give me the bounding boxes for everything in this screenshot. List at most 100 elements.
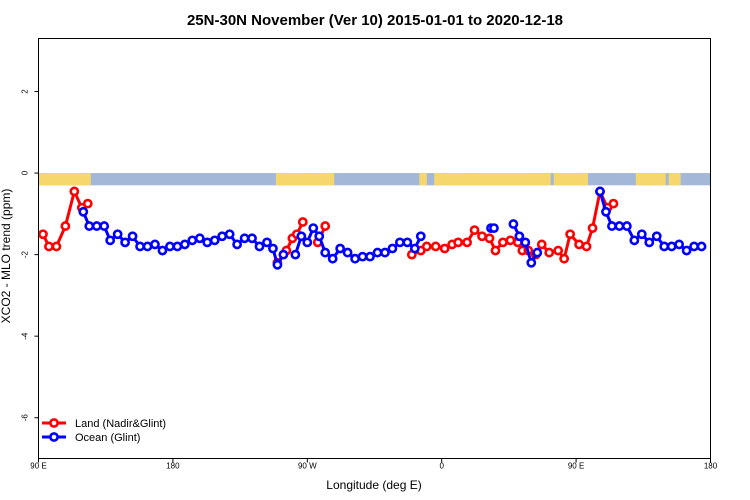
series-0-point-3-3: [430, 241, 441, 252]
series-1-point-0-28: [278, 249, 289, 260]
series-1-point-3-1: [514, 231, 525, 242]
series-1-point-0-16: [194, 233, 205, 244]
ocean-band: [38, 173, 711, 186]
series-1-point-0-19: [217, 231, 228, 242]
series-0-point-3-19: [544, 247, 555, 258]
series-layer: [38, 186, 707, 270]
series-0-point-3-10: [484, 233, 495, 244]
legend: Land (Nadir&Glint) Ocean (Glint): [42, 418, 166, 444]
land-band-6: [537, 173, 551, 186]
series-1-point-0-15: [187, 235, 198, 246]
series-0-point-0-3: [60, 221, 71, 231]
series-0-point-0-4: [69, 186, 80, 197]
series-0-point-3-11: [490, 245, 501, 256]
land-band-7: [553, 173, 589, 186]
series-0-point-3-24: [581, 241, 592, 252]
series-1-point-0-24: [254, 241, 265, 252]
series-1-point-4-13: [689, 241, 699, 252]
series-0-point-1-4: [297, 217, 308, 227]
series-1-point-0-21: [232, 239, 243, 250]
land-band-1: [275, 173, 327, 186]
y-tick-label-4: -6: [21, 414, 30, 422]
series-1-point-1-8: [342, 247, 353, 258]
series-1-point-4-14: [696, 241, 707, 252]
series-0-line-0: [41, 186, 89, 248]
series-1-point-0-7: [127, 231, 138, 242]
series-0-point-3-13: [505, 235, 516, 246]
series-1-point-0-25: [262, 237, 272, 248]
series-1-point-4-3: [614, 221, 625, 231]
series-1-point-0-12: [165, 241, 175, 252]
land-band-0: [38, 173, 91, 186]
series-0-point-2-1: [320, 221, 331, 231]
series-1-point-0-18: [209, 235, 220, 246]
series-1-point-0-8: [135, 241, 145, 252]
series-1-point-1-15: [394, 237, 405, 248]
series-1-point-0-4: [105, 235, 116, 246]
plot-frame: [38, 38, 711, 459]
series-1-point-1-12: [372, 247, 383, 258]
series-1-point-3-4: [532, 247, 543, 258]
series-1-point-0-9: [142, 241, 153, 252]
series-1-point-1-9: [350, 253, 360, 264]
y-tick-label-2: -2: [21, 251, 30, 259]
series-1-point-4-1: [601, 206, 611, 217]
series-1-point-4-7: [644, 237, 655, 248]
legend-marker-1: [49, 432, 59, 442]
series-1-point-4-5: [629, 235, 640, 246]
series-1-point-0-20: [224, 229, 235, 240]
series-0-point-3-25: [587, 223, 598, 234]
series-0-point-3-6: [453, 237, 464, 248]
x-tick-label-4: 90 E: [568, 462, 584, 471]
series-1-point-0-22: [239, 233, 250, 244]
land-ocean-mask: [38, 173, 711, 186]
series-1-point-1-1: [296, 231, 307, 242]
x-tick-label-0: 90 E: [30, 462, 46, 471]
series-1-point-0-23: [247, 233, 257, 244]
series-1-point-0-11: [157, 245, 168, 256]
series-0-point-3-22: [565, 229, 576, 240]
y-axis-title: XCO2 - MLO trend (ppm): [0, 189, 13, 324]
series-1-point-1-16: [402, 237, 413, 248]
series-1-point-0-14: [179, 239, 190, 250]
land-band-2: [319, 173, 335, 186]
series-1-point-3-2: [520, 237, 531, 248]
y-tick-label-0: 2: [21, 89, 30, 94]
series-1-point-1-14: [387, 243, 398, 254]
land-band-4: [434, 173, 469, 186]
series-0-point-3-8: [469, 225, 480, 236]
legend-marker-0: [49, 418, 59, 428]
series-0-point-0-2: [51, 241, 62, 252]
series-1-point-0-1: [84, 221, 95, 231]
series-1-point-1-7: [335, 243, 346, 254]
series-1-point-4-11: [674, 239, 685, 250]
series-1-point-1-11: [365, 251, 375, 262]
series-1-point-1-18: [415, 231, 426, 242]
series-1-point-1-2: [302, 237, 313, 248]
series-0-point-3-18: [536, 239, 547, 250]
series-0-point-0-6: [82, 198, 93, 209]
series-1-point-0-10: [150, 239, 160, 250]
series-1-point-0-6: [120, 237, 131, 248]
series-0-point-3-28: [608, 198, 619, 209]
y-tick-label-1: 0: [21, 170, 30, 175]
series-0: [38, 186, 619, 268]
series-1-point-1-10: [357, 251, 368, 262]
series-1-point-1-3: [308, 223, 319, 234]
series-0-point-3-20: [553, 245, 564, 256]
legend-label-0: Land (Nadir&Glint): [75, 418, 166, 430]
series-1-point-1-4: [314, 231, 325, 242]
land-band-10: [668, 173, 681, 186]
land-band-3: [419, 173, 427, 186]
series-1-point-1-6: [327, 253, 338, 264]
series-1-point-0-27: [272, 259, 283, 270]
series-0-point-3-12: [498, 237, 508, 248]
series-0-point-0-0: [38, 229, 48, 240]
series-0-point-3-7: [462, 237, 472, 248]
series-1-point-0-3: [99, 221, 110, 231]
series-1-point-3-0: [508, 219, 519, 229]
series-1-point-0-5: [112, 229, 123, 240]
series-1-point-4-9: [659, 241, 670, 252]
series-1-point-4-8: [651, 231, 662, 242]
